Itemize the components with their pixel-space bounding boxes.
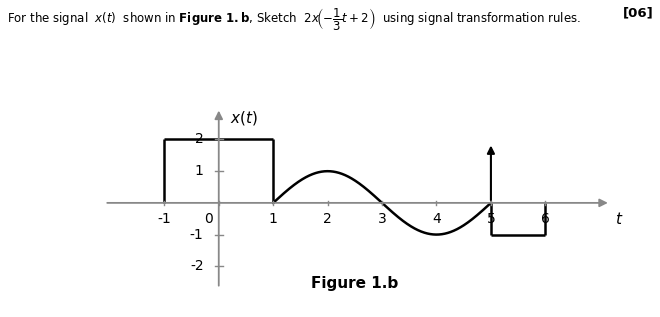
Text: -1: -1 — [190, 228, 203, 242]
Text: 3: 3 — [378, 212, 386, 226]
Text: 6: 6 — [541, 212, 550, 226]
Text: 5: 5 — [486, 212, 495, 226]
Text: For the signal  $x(t)$  shown in $\mathbf{Figure\ 1.b}$, Sketch  $2x\!\left(-\df: For the signal $x(t)$ shown in $\mathbf{… — [7, 6, 580, 32]
Text: 0: 0 — [205, 212, 213, 226]
Text: 2: 2 — [195, 133, 203, 146]
Text: $x(t)$: $x(t)$ — [230, 109, 257, 127]
Text: -1: -1 — [158, 212, 171, 226]
Text: Figure 1.b: Figure 1.b — [312, 276, 399, 291]
Text: $t$: $t$ — [614, 211, 623, 227]
Text: [06]: [06] — [622, 6, 653, 19]
Text: -2: -2 — [190, 259, 203, 273]
Text: 4: 4 — [432, 212, 441, 226]
Text: 1: 1 — [195, 164, 203, 178]
Text: 2: 2 — [323, 212, 332, 226]
Text: 1: 1 — [269, 212, 278, 226]
